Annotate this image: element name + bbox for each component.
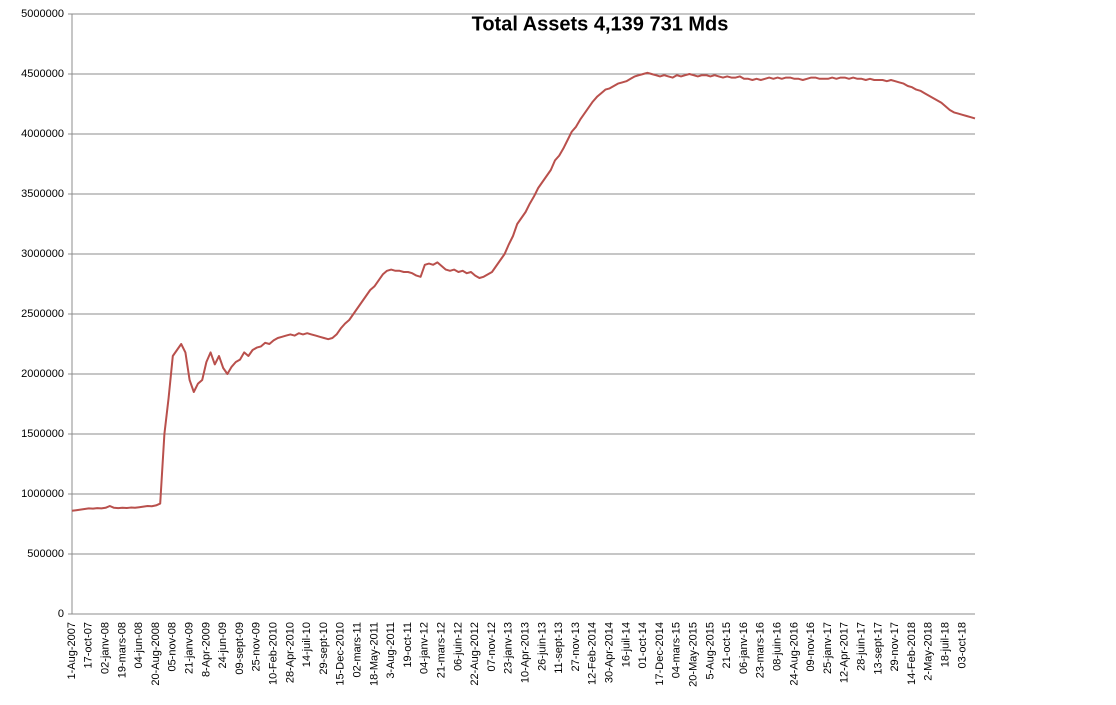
x-tick-label: 09-nov-16: [805, 622, 817, 672]
x-tick-label: 21-janv-09: [184, 622, 196, 674]
x-tick-label: 05-nov-08: [167, 622, 179, 672]
x-tick-label: 5-Aug-2015: [704, 622, 716, 680]
y-tick-label: 2500000: [21, 308, 64, 320]
y-tick-label: 3500000: [21, 188, 64, 200]
y-tick-label: 1000000: [21, 488, 64, 500]
y-tick-label: 500000: [27, 548, 64, 560]
x-tick-label: 25-nov-09: [251, 622, 263, 672]
x-tick-label: 17-Dec-2014: [654, 622, 666, 686]
x-tick-label: 14-juil-10: [301, 622, 313, 667]
x-tick-label: 12-Feb-2014: [587, 622, 599, 685]
x-tick-label: 14-Feb-2018: [906, 622, 918, 685]
x-tick-label: 04-janv-12: [419, 622, 431, 674]
x-tick-label: 12-Apr-2017: [839, 622, 851, 683]
data-line: [71, 71, 976, 512]
x-tick-label: 09-sept-09: [234, 622, 246, 675]
x-tick-label: 10-Apr-2013: [520, 622, 532, 683]
x-tick-label: 21-mars-12: [436, 622, 448, 678]
x-tick-label: 13-sept-17: [872, 622, 884, 675]
x-tick-label: 08-juin-16: [772, 622, 784, 671]
x-tick-label: 01-oct-14: [637, 622, 649, 668]
x-tick-label: 29-sept-10: [318, 622, 330, 675]
x-tick-label: 10-Feb-2010: [268, 622, 280, 685]
x-tick-label: 26-juin-13: [536, 622, 548, 671]
y-tick-label: 0: [58, 608, 64, 620]
x-tick-label: 02-mars-11: [352, 622, 364, 677]
x-tick-label: 19-oct-11: [402, 622, 414, 668]
x-tick-label: 03-oct-18: [956, 622, 968, 668]
x-tick-label: 29-nov-17: [889, 622, 901, 672]
x-tick-label: 2-May-2018: [923, 622, 935, 681]
y-tick-label: 5000000: [21, 8, 64, 20]
x-tick-label: 06-juin-12: [452, 622, 464, 671]
x-tick-label: 07-nov-12: [486, 622, 498, 672]
x-tick-label: 04-mars-15: [671, 622, 683, 678]
x-tick-label: 21-oct-15: [721, 622, 733, 668]
y-tick-label: 1500000: [21, 428, 64, 440]
x-tick-label: 30-Apr-2014: [604, 622, 616, 683]
x-tick-label: 3-Aug-2011: [385, 622, 397, 679]
x-tick-label: 20-Aug-2008: [150, 622, 162, 686]
x-tick-label: 18-juil-18: [940, 622, 952, 667]
x-tick-label: 16-juil-14: [620, 622, 632, 667]
x-tick-label: 17-oct-07: [83, 622, 95, 668]
x-tick-label: 02-janv-08: [100, 622, 112, 674]
y-tick-label: 3000000: [21, 248, 64, 260]
x-tick-label: 27-nov-13: [570, 622, 582, 672]
x-tick-label: 11-sept-13: [553, 622, 565, 674]
x-tick-label: 19-mars-08: [116, 622, 128, 678]
y-tick-label: 4500000: [21, 68, 64, 80]
x-tick-label: 28-juin-17: [856, 622, 868, 671]
x-tick-label: 8-Apr-2009: [200, 622, 212, 677]
x-tick-label: 1-Aug-2007: [66, 622, 78, 680]
x-tick-label: 04-jun-08: [133, 622, 145, 668]
x-tick-label: 18-May-2011: [368, 622, 380, 686]
x-tick-label: 23-mars-16: [755, 622, 767, 678]
x-tick-label: 25-janv-17: [822, 622, 834, 674]
x-tick-label: 20-May-2015: [688, 622, 700, 687]
x-tick-label: 23-janv-13: [503, 622, 515, 674]
x-tick-label: 24-jun-09: [217, 622, 229, 668]
x-tick-label: 15-Dec-2010: [335, 622, 347, 686]
y-tick-label: 2000000: [21, 368, 64, 380]
x-tick-label: 24-Aug-2016: [788, 622, 800, 686]
x-tick-label: 28-Apr-2010: [284, 622, 296, 683]
chart-title: Total Assets 4,139 731 Mds: [472, 13, 729, 35]
x-tick-label: 22-Aug-2012: [469, 622, 481, 686]
x-tick-label: 06-janv-16: [738, 622, 750, 674]
y-tick-label: 4000000: [21, 128, 64, 140]
